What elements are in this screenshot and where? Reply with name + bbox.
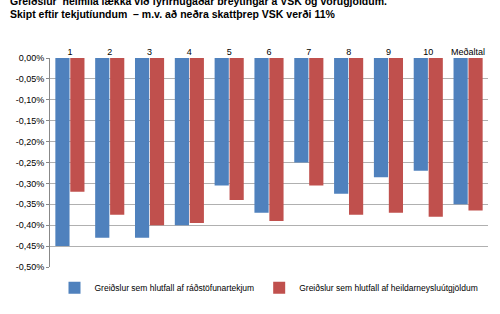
svg-text:-0,10%: -0,10% [16,95,45,105]
svg-text:-0,05%: -0,05% [16,74,45,84]
svg-text:-0,40%: -0,40% [16,220,45,230]
svg-text:-0,25%: -0,25% [16,158,45,168]
svg-text:Greiðslur heimila lækka við f: Greiðslur heimila lækka við fyrirhugaðar… [10,0,387,20]
svg-text:2: 2 [107,47,112,57]
svg-text:5: 5 [227,47,232,57]
svg-text:6: 6 [266,47,271,57]
svg-text:10: 10 [423,47,433,57]
svg-text:8: 8 [346,47,351,57]
svg-text:-0,20%: -0,20% [16,137,45,147]
svg-text:4: 4 [187,47,192,57]
svg-text:Meðaltal: Meðaltal [451,47,485,57]
svg-text:3: 3 [147,47,152,57]
svg-text:Greiðslur sem hlutfall af ráðs: Greiðslur sem hlutfall af ráðstöfunartek… [95,283,255,293]
svg-text:0,00%: 0,00% [19,53,45,63]
svg-text:Greiðslur sem hlutfall af heil: Greiðslur sem hlutfall af heildarneysluú… [299,283,478,293]
svg-text:9: 9 [386,47,391,57]
svg-text:-0,35%: -0,35% [16,199,45,209]
svg-text:-0,45%: -0,45% [16,241,45,251]
svg-text:1: 1 [67,47,72,57]
svg-text:-0,30%: -0,30% [16,179,45,189]
svg-text:-0,15%: -0,15% [16,116,45,126]
svg-text:-0,50%: -0,50% [16,262,45,272]
svg-text:7: 7 [306,47,311,57]
